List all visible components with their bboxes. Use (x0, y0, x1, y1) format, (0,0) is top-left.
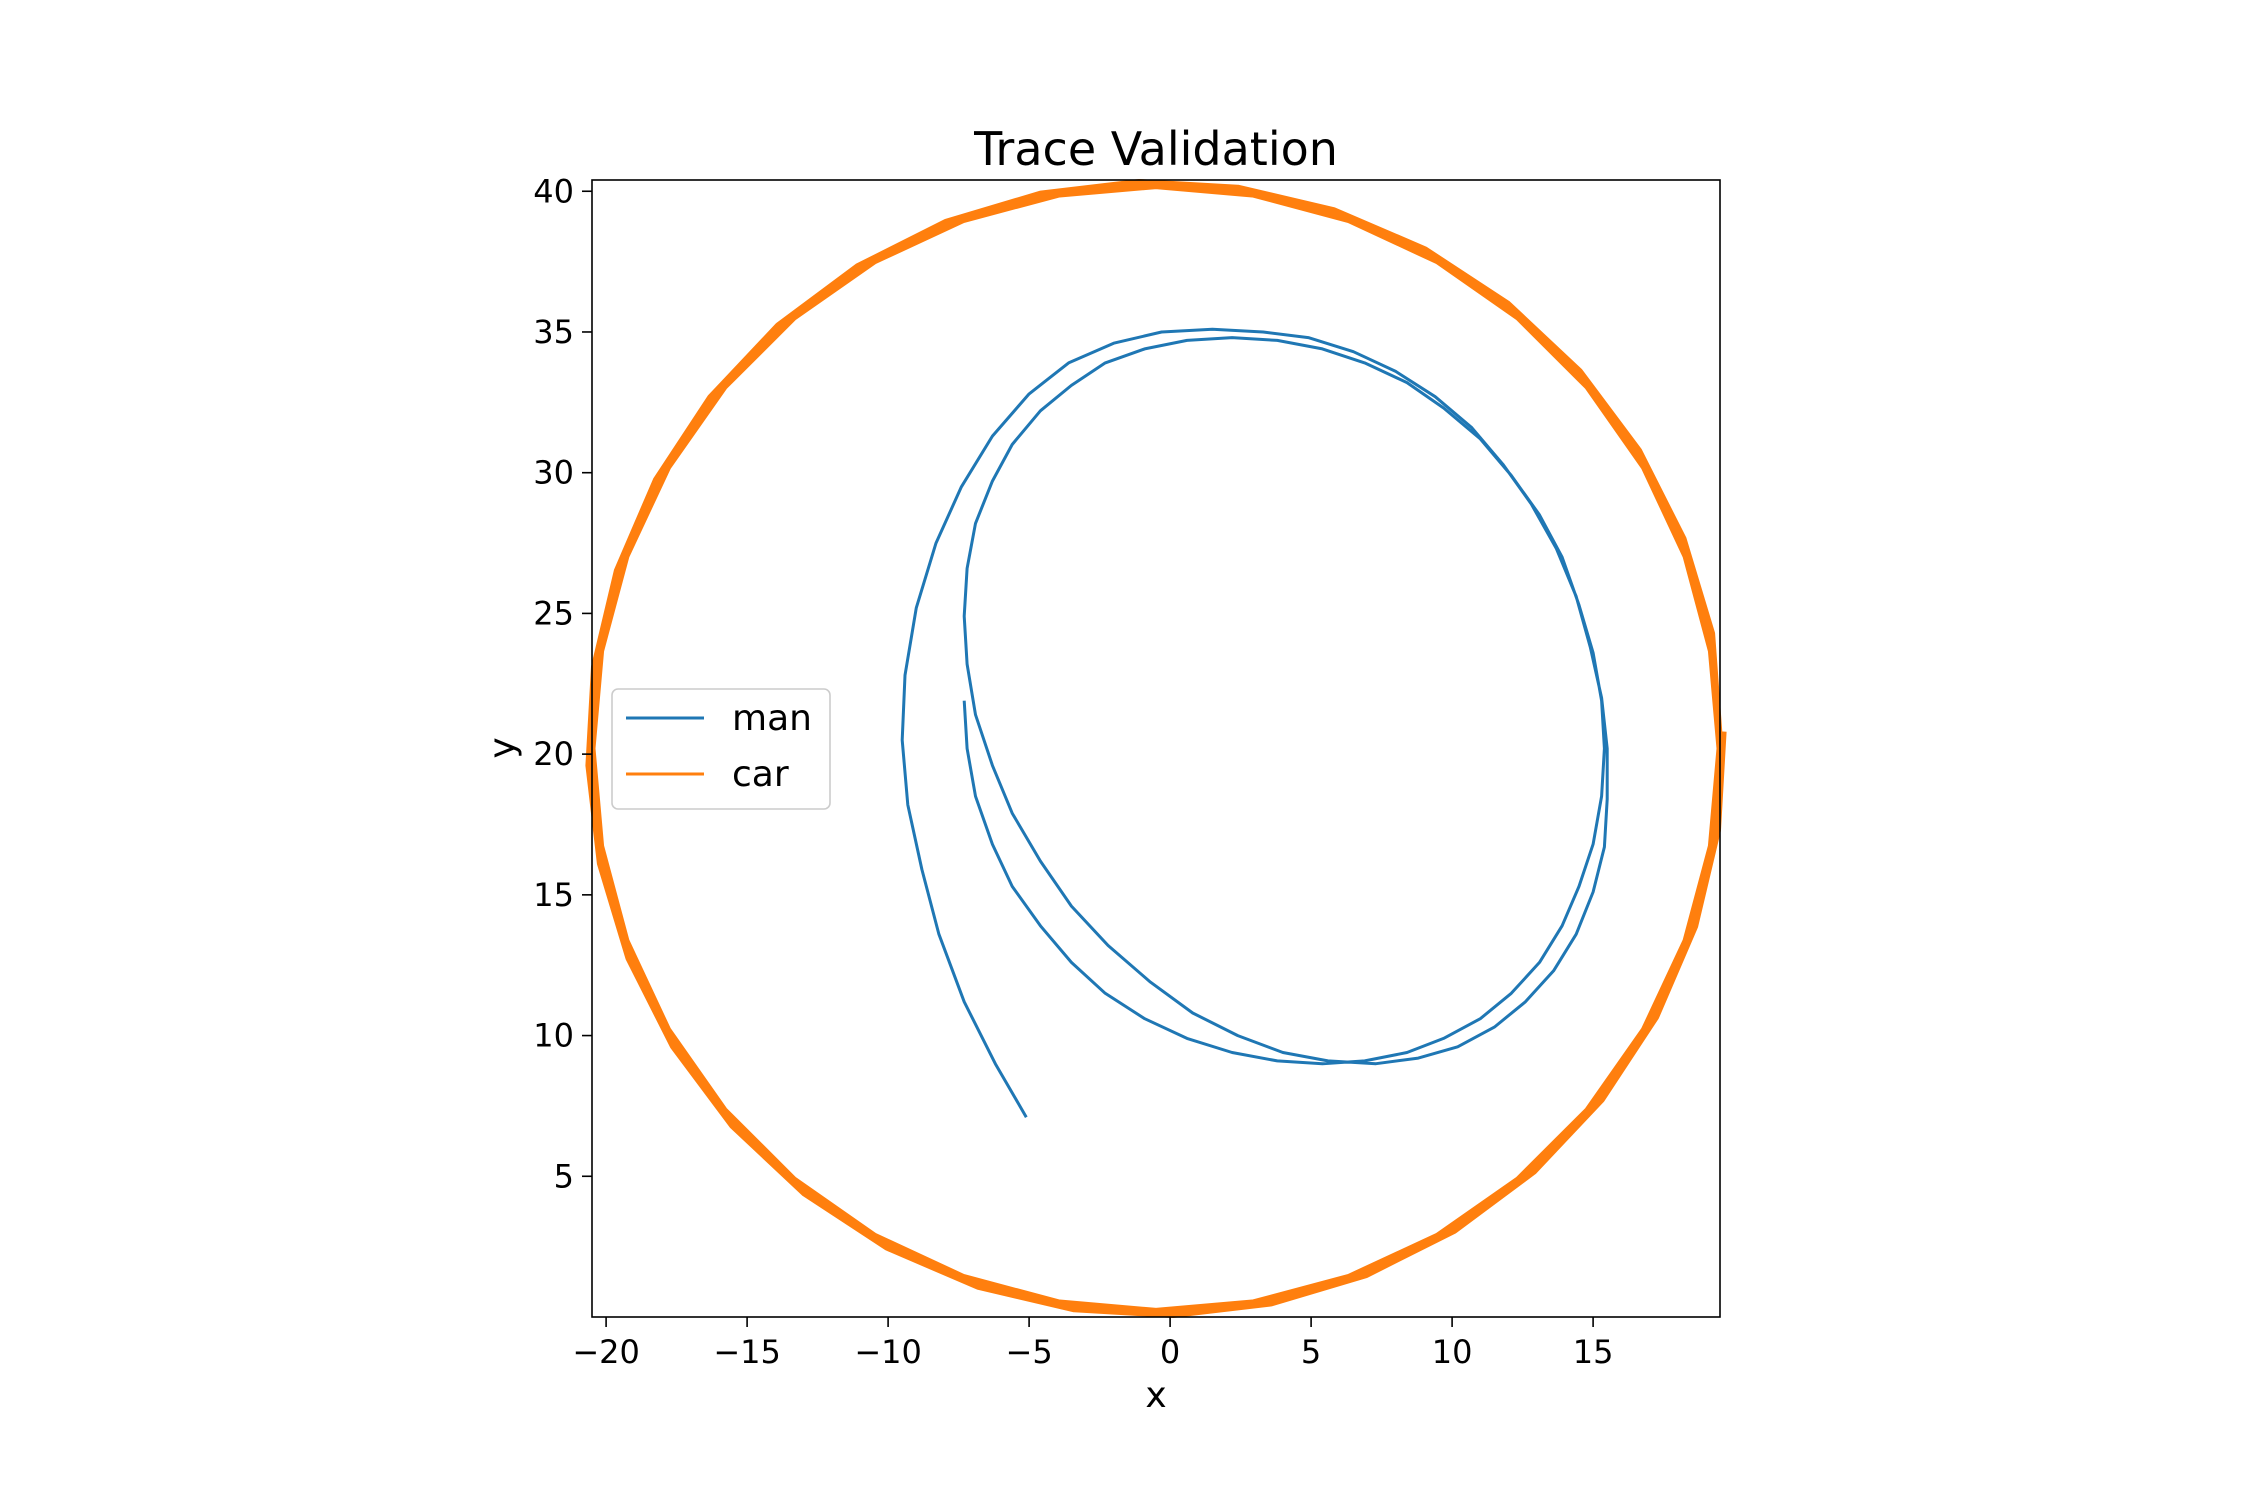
legend-label-man: man (732, 698, 812, 739)
x-tick-label: −20 (572, 1333, 640, 1371)
x-tick-label: −10 (854, 1333, 922, 1371)
y-tick-label: 40 (533, 172, 574, 210)
x-tick-label: 5 (1301, 1333, 1321, 1371)
legend-label-car: car (732, 754, 789, 795)
y-tick-label: 35 (533, 313, 574, 351)
y-tick-label: 30 (533, 454, 574, 492)
y-axis-ticks: 5 10 15 20 25 30 35 40 (533, 172, 592, 1195)
x-tick-label: −15 (713, 1333, 781, 1371)
x-axis-ticks: −20 −15 −10 −5 0 5 10 15 (572, 1317, 1613, 1371)
plot-frame (591, 179, 1721, 1318)
x-axis-label: x (1145, 1375, 1166, 1416)
y-tick-label: 5 (554, 1157, 574, 1195)
x-tick-label: 10 (1432, 1333, 1473, 1371)
x-tick-label: 0 (1160, 1333, 1180, 1371)
y-tick-label: 15 (533, 876, 574, 914)
y-tick-label: 20 (533, 735, 574, 773)
legend: man car (611, 688, 831, 810)
chart-title: Trace Validation (973, 122, 1338, 176)
y-axis-label: y (482, 737, 523, 758)
y-tick-label: 10 (533, 1017, 574, 1055)
y-tick-label: 25 (533, 594, 574, 632)
x-tick-label: −5 (1006, 1333, 1053, 1371)
series-man-line (900, 327, 1609, 1118)
x-tick-label: 15 (1573, 1333, 1614, 1371)
